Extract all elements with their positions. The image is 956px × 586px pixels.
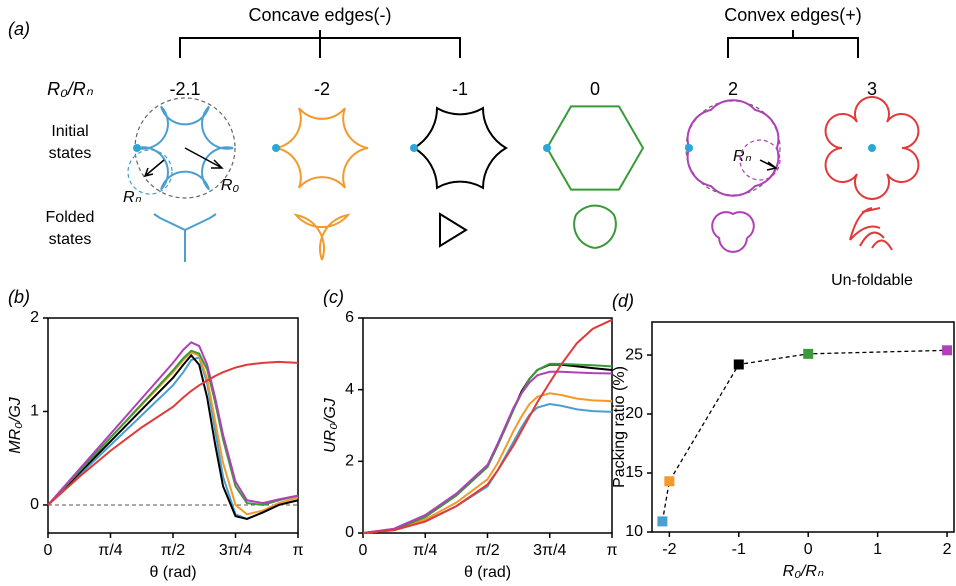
row-label: Folded [46, 209, 95, 226]
folded-shape [850, 208, 892, 250]
y-tick-label: 6 [345, 309, 354, 326]
annotation: Rₙ [123, 189, 142, 206]
y-axis-label: UR₀/GJ [322, 397, 339, 453]
series-line [363, 320, 612, 533]
panel-label: (c) [323, 287, 344, 307]
x-tick-label: π/4 [413, 542, 437, 559]
row-label: states [49, 231, 92, 248]
y-axis-label: MR₀/GJ [7, 396, 24, 454]
x-tick-label: 0 [359, 542, 368, 559]
point [803, 349, 813, 359]
x-axis-label: θ (rad) [149, 564, 196, 581]
connector-line [662, 350, 947, 521]
pivot-dot [272, 144, 280, 152]
panel-label: (a) [8, 19, 30, 39]
ratio-value: -2 [314, 79, 330, 99]
series-line [48, 342, 298, 505]
annotation: Un-foldable [831, 272, 913, 289]
pivot-dot [543, 144, 551, 152]
y-tick-label: 1 [30, 403, 39, 420]
x-tick-label: -1 [732, 541, 746, 558]
x-tick-label: π [606, 542, 617, 559]
shapes [128, 97, 918, 262]
point [657, 516, 667, 526]
series-line [363, 365, 612, 533]
ratio-value: 2 [728, 79, 738, 99]
group-title: Concave edges(-) [248, 5, 391, 25]
x-tick-label: 3π/4 [219, 542, 252, 559]
y-tick-label: 0 [30, 496, 39, 513]
series-line [48, 351, 298, 505]
group-title: Convex edges(+) [724, 5, 862, 25]
folded-shape [440, 214, 466, 246]
brackets [180, 30, 858, 58]
ratio-value: 3 [867, 79, 877, 99]
x-tick-label: 1 [873, 541, 882, 558]
y-tick-label: 10 [625, 523, 643, 540]
series-line [363, 372, 612, 533]
panel-label: (b) [8, 287, 30, 307]
point [942, 345, 952, 355]
folded-shape [574, 206, 616, 248]
bracket [180, 30, 460, 58]
arrow [760, 160, 776, 170]
figure: (a) Concave edges(-) Convex edges(+) R₀/… [0, 0, 956, 586]
x-axis-label: R₀/Rₙ [783, 563, 824, 580]
series-line [363, 364, 612, 533]
ratio-value: 0 [590, 79, 600, 99]
series-line [48, 357, 298, 519]
y-tick-label: 2 [345, 453, 354, 470]
y-tick-label: 0 [345, 524, 354, 541]
annotation: R₀ [221, 177, 240, 194]
y-tick-label: 25 [625, 346, 643, 363]
shape [276, 108, 368, 188]
x-tick-label: 0 [44, 542, 53, 559]
series-line [48, 355, 298, 519]
series-line [48, 362, 298, 505]
point [664, 476, 674, 486]
ratio-value: -2.1 [169, 79, 200, 99]
x-tick-label: 3π/4 [533, 542, 566, 559]
plot-frame [363, 318, 612, 533]
y-tick-label: 4 [345, 381, 354, 398]
folded-shape [712, 212, 754, 252]
pivot-dot [685, 144, 693, 152]
y-axis-label: Packing ratio (%) [611, 366, 628, 488]
plot-frame [652, 322, 954, 532]
row-label: states [49, 145, 92, 162]
bracket [728, 30, 858, 58]
folded-shape [296, 215, 348, 260]
x-tick-label: 2 [943, 541, 952, 558]
x-tick-label: 0 [804, 541, 813, 558]
y-tick-label: 2 [30, 309, 39, 326]
x-tick-label: π [292, 542, 303, 559]
shape [547, 106, 643, 189]
ratio-label: R₀/Rₙ [47, 79, 94, 99]
pivot-dot [868, 144, 876, 152]
ratio-value: -1 [452, 79, 468, 99]
plot-frame [48, 318, 298, 533]
point [734, 359, 744, 369]
x-tick-label: π/2 [161, 542, 185, 559]
x-tick-label: π/2 [475, 542, 499, 559]
panel-label: (d) [612, 291, 634, 311]
pivot-dot [410, 144, 418, 152]
x-axis-label: θ (rad) [464, 564, 511, 581]
x-tick-label: π/4 [98, 542, 122, 559]
series-line [363, 404, 612, 533]
folded-shape [154, 214, 216, 262]
row-label: Initial [51, 123, 88, 140]
arrow [145, 160, 164, 176]
x-tick-label: -2 [662, 541, 676, 558]
pivot-dot [133, 144, 141, 152]
shape [414, 108, 506, 188]
